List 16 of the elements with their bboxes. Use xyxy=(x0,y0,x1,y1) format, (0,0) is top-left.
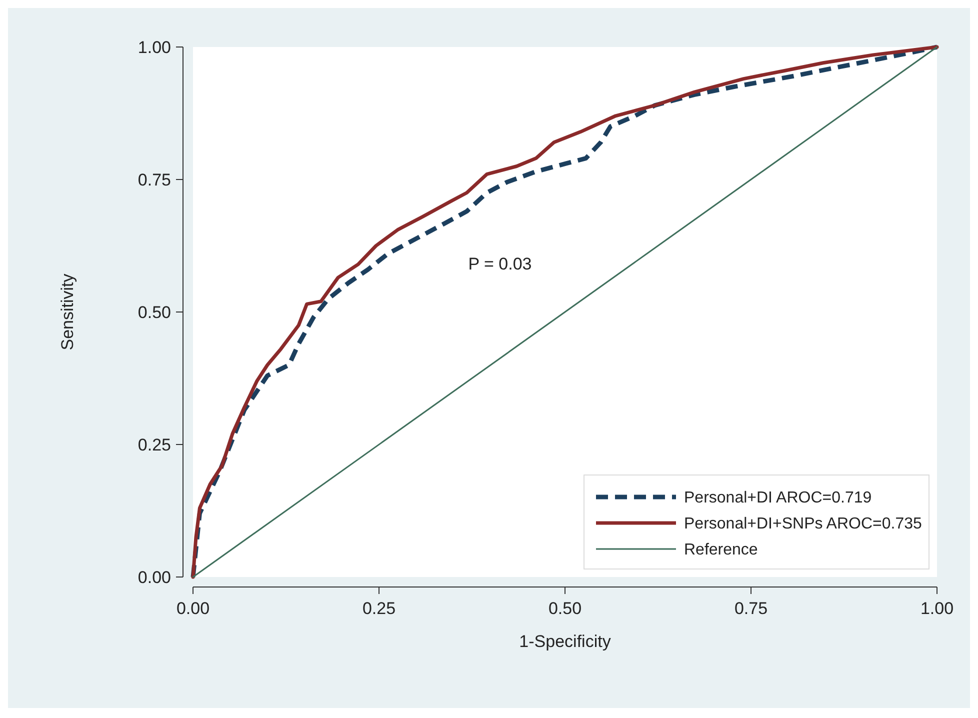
annotation: P = 0.03 xyxy=(468,254,532,274)
y-tick-label: 0.25 xyxy=(138,435,171,454)
x-tick-label: 0.50 xyxy=(548,599,582,618)
y-tick-label: 0.50 xyxy=(138,302,171,322)
y-tick-label: 1.00 xyxy=(138,38,171,57)
x-axis-title: 1-Specificity xyxy=(519,632,612,651)
legend-label: Personal+DI+SNPs AROC=0.735 xyxy=(684,516,922,533)
x-tick-label: 0.00 xyxy=(176,599,210,618)
y-axis-title: Sensitivity xyxy=(58,273,77,350)
x-tick-label: 1.00 xyxy=(920,599,954,618)
x-tick-label: 0.75 xyxy=(734,599,768,618)
legend-label: Reference xyxy=(684,542,758,559)
legend-label: Personal+DI AROC=0.719 xyxy=(684,490,872,507)
x-tick-label: 0.25 xyxy=(362,599,396,618)
y-tick-label: 0.00 xyxy=(138,568,171,587)
y-tick-label: 0.75 xyxy=(138,170,171,190)
